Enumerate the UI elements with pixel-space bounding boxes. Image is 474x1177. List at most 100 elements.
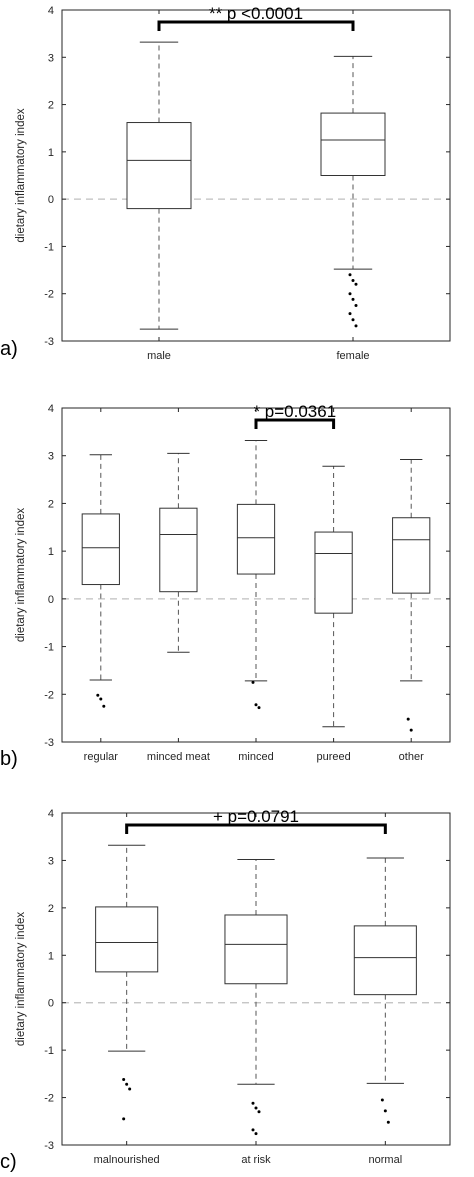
iqr-box	[159, 507, 198, 593]
outlier-point	[257, 706, 261, 710]
y-tick-label: 3	[48, 451, 54, 463]
x-tick-label: minced	[238, 751, 273, 763]
y-tick-label: -3	[44, 1140, 54, 1152]
box-male: male	[126, 10, 192, 362]
significance-bracket	[157, 20, 355, 31]
outlier-point	[122, 1078, 126, 1082]
outlier-point	[251, 1101, 255, 1105]
x-tick-label: female	[336, 350, 369, 362]
significance-bracket	[254, 418, 336, 429]
y-axis-label: dietary inflammatory index	[15, 508, 27, 642]
y-tick-label: 1	[48, 546, 54, 558]
outlier-point	[254, 1106, 258, 1110]
iqr-box	[126, 122, 192, 210]
box-pureed: pureed	[314, 408, 353, 763]
y-tick-label: 4	[48, 5, 54, 17]
y-tick-label: 0	[48, 594, 54, 606]
panel-label: c)	[0, 1151, 17, 1173]
iqr-box	[320, 112, 386, 176]
y-tick-label: 2	[48, 498, 54, 510]
panel-c-chart: -3 -2 -1 0 1 2 3 4 dietary inflammatory index mal…	[0, 807, 451, 1173]
y-tick-label: -1	[44, 241, 54, 253]
outlier-point	[409, 728, 413, 732]
outlier-point	[386, 1120, 390, 1124]
outlier-point	[380, 1098, 384, 1102]
y-tick-label: -2	[44, 689, 54, 701]
x-tick-label: male	[147, 350, 171, 362]
box-minced-meat: minced meat	[147, 408, 210, 763]
outlier-point	[102, 704, 106, 708]
outlier-point	[125, 1082, 129, 1086]
outlier-point	[348, 273, 352, 277]
box-at-risk: at risk	[224, 813, 288, 1166]
y-tick-label: -3	[44, 336, 54, 348]
iqr-box	[81, 513, 120, 586]
significance-bracket	[125, 823, 387, 834]
significance-label: + p=0.0791	[213, 807, 299, 826]
outlier-point	[122, 1117, 126, 1121]
outlier-point	[406, 717, 410, 721]
outlier-point	[348, 292, 352, 296]
y-axis-label: dietary inflammatory index	[15, 912, 27, 1046]
iqr-box	[95, 906, 159, 973]
y-tick-label: 4	[48, 808, 54, 820]
outlier-point	[254, 1132, 258, 1136]
x-tick-label: normal	[369, 1154, 403, 1166]
panel-a-chart: -3 -2 -1 0 1 2 3 4 dietary inflammatory index mal…	[0, 4, 451, 362]
outlier-point	[351, 278, 355, 282]
x-tick-label: at risk	[241, 1154, 271, 1166]
iqr-box	[392, 517, 431, 594]
y-tick-label: 4	[48, 403, 54, 415]
x-tick-label: regular	[84, 751, 119, 763]
outlier-point	[251, 680, 255, 684]
panel-b-chart: -3 -2 -1 0 1 2 3 4 dietary inflammatory index reg…	[0, 402, 451, 770]
box-female: female	[320, 10, 386, 362]
y-tick-label: 3	[48, 855, 54, 867]
iqr-box	[224, 914, 288, 985]
y-tick-label: 0	[48, 194, 54, 206]
outlier-point	[351, 318, 355, 322]
outlier-point	[354, 324, 358, 328]
significance-label: * p=0.0361	[253, 402, 336, 421]
outlier-point	[128, 1087, 132, 1091]
axes-frame	[61, 9, 451, 342]
panel-label: b)	[0, 748, 18, 770]
outlier-point	[99, 697, 103, 701]
outlier-point	[383, 1109, 387, 1113]
y-tick-label: 0	[48, 998, 54, 1010]
box-minced: minced	[236, 408, 276, 763]
box-other: other	[392, 408, 431, 763]
y-tick-label: 1	[48, 147, 54, 159]
x-tick-label: other	[399, 751, 424, 763]
outlier-point	[354, 304, 358, 308]
outlier-point	[254, 703, 258, 707]
y-tick-label: -1	[44, 642, 54, 654]
x-tick-label: malnourished	[94, 1154, 160, 1166]
iqr-box	[314, 531, 353, 614]
y-tick-label: 3	[48, 52, 54, 64]
iqr-box	[236, 503, 276, 575]
y-tick-label: 2	[48, 903, 54, 915]
y-tick-label: 1	[48, 950, 54, 962]
box-normal: normal	[353, 813, 417, 1166]
outlier-point	[96, 693, 100, 697]
y-axis-label: dietary inflammatory index	[15, 108, 27, 242]
y-tick-label: -1	[44, 1045, 54, 1057]
outlier-point	[348, 312, 352, 316]
outlier-point	[251, 1128, 255, 1132]
y-tick-label: -3	[44, 737, 54, 749]
outlier-point	[351, 297, 355, 301]
iqr-box	[353, 925, 417, 996]
y-tick-label: -2	[44, 1093, 54, 1105]
box-regular: regular	[81, 408, 120, 763]
box-malnourished: malnourished	[94, 813, 160, 1166]
x-tick-label: pureed	[316, 751, 350, 763]
x-tick-label: minced meat	[147, 751, 210, 763]
significance-label: ** p <0.0001	[209, 4, 303, 23]
outlier-point	[354, 282, 358, 286]
outlier-point	[257, 1110, 261, 1114]
y-tick-label: 2	[48, 100, 54, 112]
y-tick-label: -2	[44, 289, 54, 301]
panel-label: a)	[0, 338, 18, 360]
